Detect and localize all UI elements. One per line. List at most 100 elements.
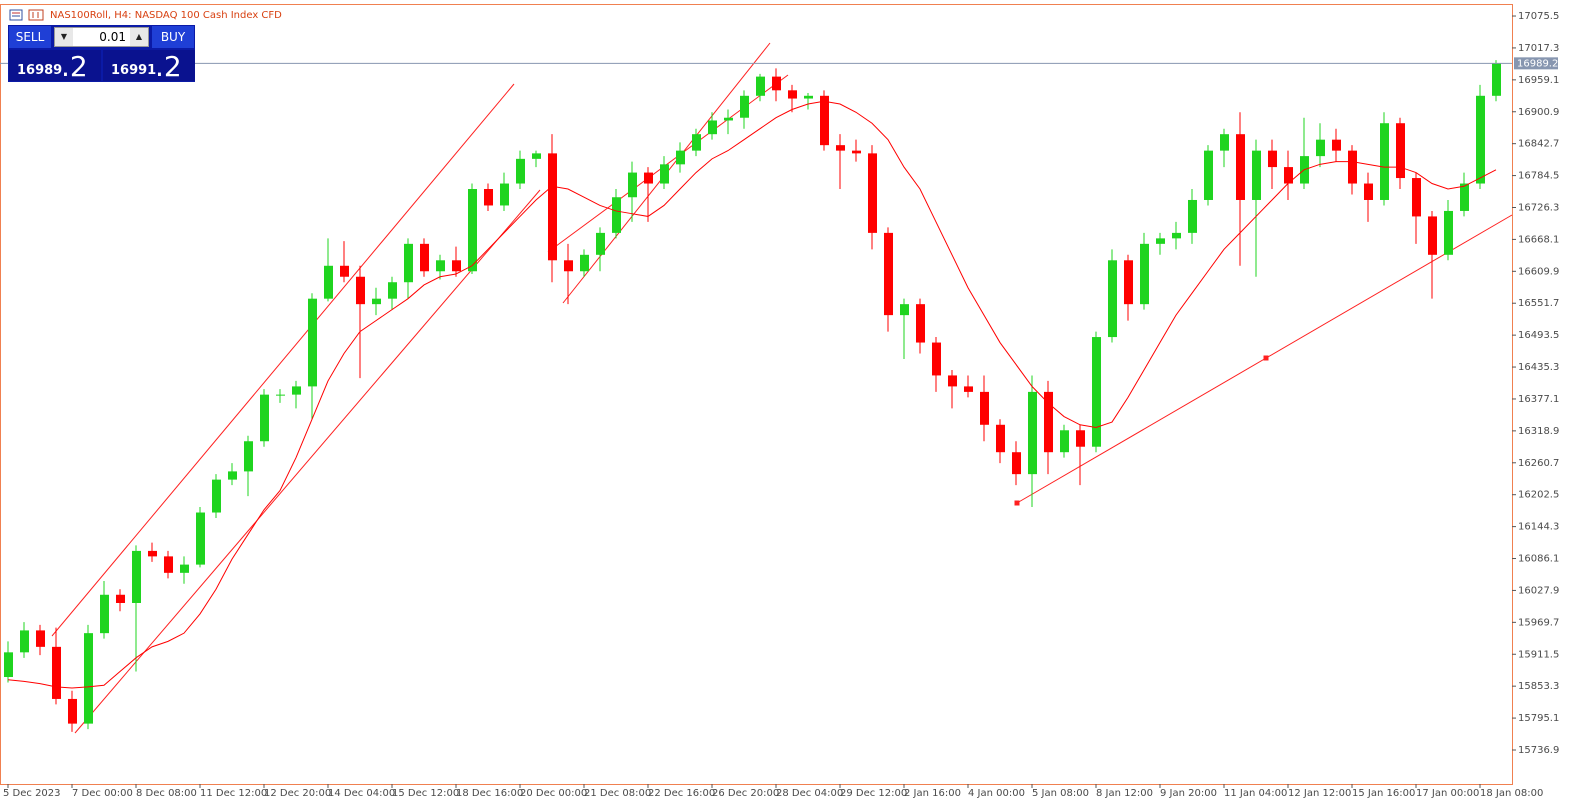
x-tick-label: 28 Dec 04:00	[776, 788, 843, 799]
candle-body	[164, 556, 173, 573]
y-tick-label: 16551.7	[1518, 298, 1559, 309]
candle-body	[1332, 139, 1341, 151]
header-icons	[9, 9, 44, 21]
candle-body	[4, 652, 13, 678]
x-tick-label: 15 Jan 16:00	[1352, 788, 1415, 799]
candle-body	[1156, 238, 1165, 244]
candle-body	[948, 375, 957, 387]
ask-price[interactable]: 16991 .2	[103, 50, 195, 83]
y-tick-label: 16668.1	[1518, 234, 1559, 245]
trendline	[51, 83, 515, 637]
candle-body	[1172, 232, 1181, 239]
trendline	[74, 189, 541, 734]
candle-body	[564, 260, 573, 272]
bid-price[interactable]: 16989 .2	[9, 50, 101, 83]
candle-body	[404, 243, 413, 283]
y-tick-label: 17017.3	[1518, 43, 1559, 54]
x-tick-label: 8 Dec 08:00	[136, 788, 197, 799]
volume-box[interactable]: ▼ 0.01 ▲	[54, 27, 149, 47]
candle-body	[68, 698, 77, 724]
buy-button[interactable]: BUY	[152, 26, 194, 48]
candle-body	[932, 342, 941, 376]
y-tick-label: 16959.1	[1518, 75, 1559, 86]
candle-body	[772, 76, 781, 91]
current-price-label: 16989.2	[1517, 58, 1558, 69]
sell-button[interactable]: SELL	[9, 26, 51, 48]
x-tick-label: 4 Jan 00:00	[968, 788, 1025, 799]
candle-body	[340, 265, 349, 277]
candle-body	[1428, 216, 1437, 255]
candle-body	[484, 189, 493, 206]
bid-fraction: .2	[61, 50, 88, 83]
y-tick-label: 16260.7	[1518, 458, 1559, 469]
y-tick-label: 16086.1	[1518, 554, 1559, 565]
candle-body	[1348, 150, 1357, 184]
candle-body	[1364, 183, 1373, 200]
icon	[28, 9, 44, 21]
candle-body	[260, 394, 269, 442]
candle-body	[1220, 134, 1229, 151]
candle-body	[436, 260, 445, 272]
candle-body	[1060, 430, 1069, 453]
candle-body	[324, 265, 333, 299]
y-tick-label: 16784.5	[1518, 171, 1559, 182]
x-tick-label: 20 Dec 00:00	[520, 788, 587, 799]
candle-body	[116, 594, 125, 603]
candle-body	[660, 164, 669, 184]
candle-body	[996, 424, 1005, 453]
candle-body	[1236, 134, 1245, 200]
y-tick-label: 16435.3	[1518, 362, 1559, 373]
y-tick-label: 15736.9	[1518, 745, 1559, 756]
y-tick-label: 17075.5	[1518, 11, 1559, 22]
candle-body	[244, 441, 253, 472]
candle-body	[548, 153, 557, 261]
candle-body	[292, 386, 301, 395]
volume-down[interactable]: ▼	[55, 28, 73, 46]
y-tick-label: 16726.3	[1518, 202, 1559, 213]
ask-fraction: .2	[155, 50, 182, 83]
candle-body	[1044, 391, 1053, 453]
candle-body	[1268, 150, 1277, 168]
y-tick-label: 16377.1	[1518, 394, 1559, 405]
candle-body	[596, 232, 605, 255]
candle-body	[980, 391, 989, 425]
y-tick-label: 16900.9	[1518, 107, 1559, 118]
candle-body	[1380, 123, 1389, 200]
x-tick-label: 7 Dec 00:00	[72, 788, 133, 799]
chart-title: NAS100Roll, H4: NASDAQ 100 Cash Index CF…	[50, 10, 282, 21]
candle-body	[100, 594, 109, 634]
y-tick-label: 16144.3	[1518, 522, 1559, 533]
icon	[9, 9, 23, 21]
candle-body	[612, 197, 621, 233]
candle-body	[852, 150, 861, 154]
candle-body	[212, 479, 221, 513]
trade-panel: SELL ▼ 0.01 ▲ BUY 16989 .2 16991 .2	[8, 25, 195, 83]
y-tick-label: 16318.9	[1518, 426, 1559, 437]
candle-body	[580, 254, 589, 272]
volume-up[interactable]: ▲	[130, 28, 148, 46]
x-tick-label: 26 Dec 20:00	[712, 788, 779, 799]
x-tick-label: 14 Dec 04:00	[328, 788, 395, 799]
x-tick-label: 18 Dec 16:00	[456, 788, 523, 799]
plot-frame	[0, 4, 1513, 785]
candle-body	[36, 630, 45, 647]
y-tick-label: 15795.1	[1518, 713, 1559, 724]
x-tick-label: 21 Dec 08:00	[584, 788, 651, 799]
x-tick-label: 17 Jan 00:00	[1416, 788, 1479, 799]
candle-body	[452, 260, 461, 272]
x-tick-label: 8 Jan 12:00	[1096, 788, 1153, 799]
candle-body	[356, 276, 365, 305]
candle-body	[132, 550, 141, 603]
candle-body	[420, 243, 429, 272]
candle-body	[308, 298, 317, 387]
y-tick-label: 15969.7	[1518, 617, 1559, 628]
y-tick-label: 16609.9	[1518, 266, 1559, 277]
candle-body	[1204, 150, 1213, 200]
candle-body	[84, 633, 93, 724]
candle-body	[1076, 430, 1085, 447]
candle-body	[1396, 123, 1405, 179]
candle-body	[1444, 210, 1453, 255]
candle-body	[740, 95, 749, 118]
ask-main: 16991	[111, 63, 157, 78]
